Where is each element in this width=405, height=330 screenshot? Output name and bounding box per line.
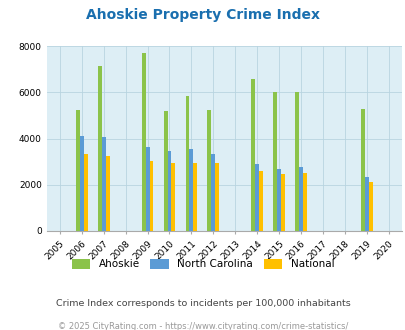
Bar — [368, 182, 372, 231]
Bar — [255, 164, 258, 231]
Bar — [167, 151, 171, 231]
Bar — [258, 171, 262, 231]
Bar — [189, 149, 193, 231]
Bar — [80, 136, 83, 231]
Bar — [149, 160, 153, 231]
Bar — [294, 92, 298, 231]
Bar — [171, 163, 175, 231]
Bar — [163, 111, 167, 231]
Bar — [211, 154, 215, 231]
Bar — [76, 110, 80, 231]
Bar — [298, 168, 302, 231]
Bar — [105, 156, 109, 231]
Bar — [302, 173, 306, 231]
Bar — [141, 53, 145, 231]
Bar — [364, 177, 368, 231]
Text: Crime Index corresponds to incidents per 100,000 inhabitants: Crime Index corresponds to incidents per… — [55, 299, 350, 308]
Bar — [251, 79, 255, 231]
Bar — [83, 154, 87, 231]
Bar — [273, 92, 277, 231]
Bar — [277, 169, 280, 231]
Legend: Ahoskie, North Carolina, National: Ahoskie, North Carolina, National — [67, 255, 338, 274]
Bar — [207, 110, 211, 231]
Bar — [193, 163, 197, 231]
Text: Ahoskie Property Crime Index: Ahoskie Property Crime Index — [86, 8, 319, 22]
Bar — [280, 174, 284, 231]
Bar — [102, 137, 105, 231]
Text: © 2025 CityRating.com - https://www.cityrating.com/crime-statistics/: © 2025 CityRating.com - https://www.city… — [58, 322, 347, 330]
Bar — [185, 96, 189, 231]
Bar — [360, 109, 364, 231]
Bar — [145, 147, 149, 231]
Bar — [215, 163, 219, 231]
Bar — [98, 66, 102, 231]
